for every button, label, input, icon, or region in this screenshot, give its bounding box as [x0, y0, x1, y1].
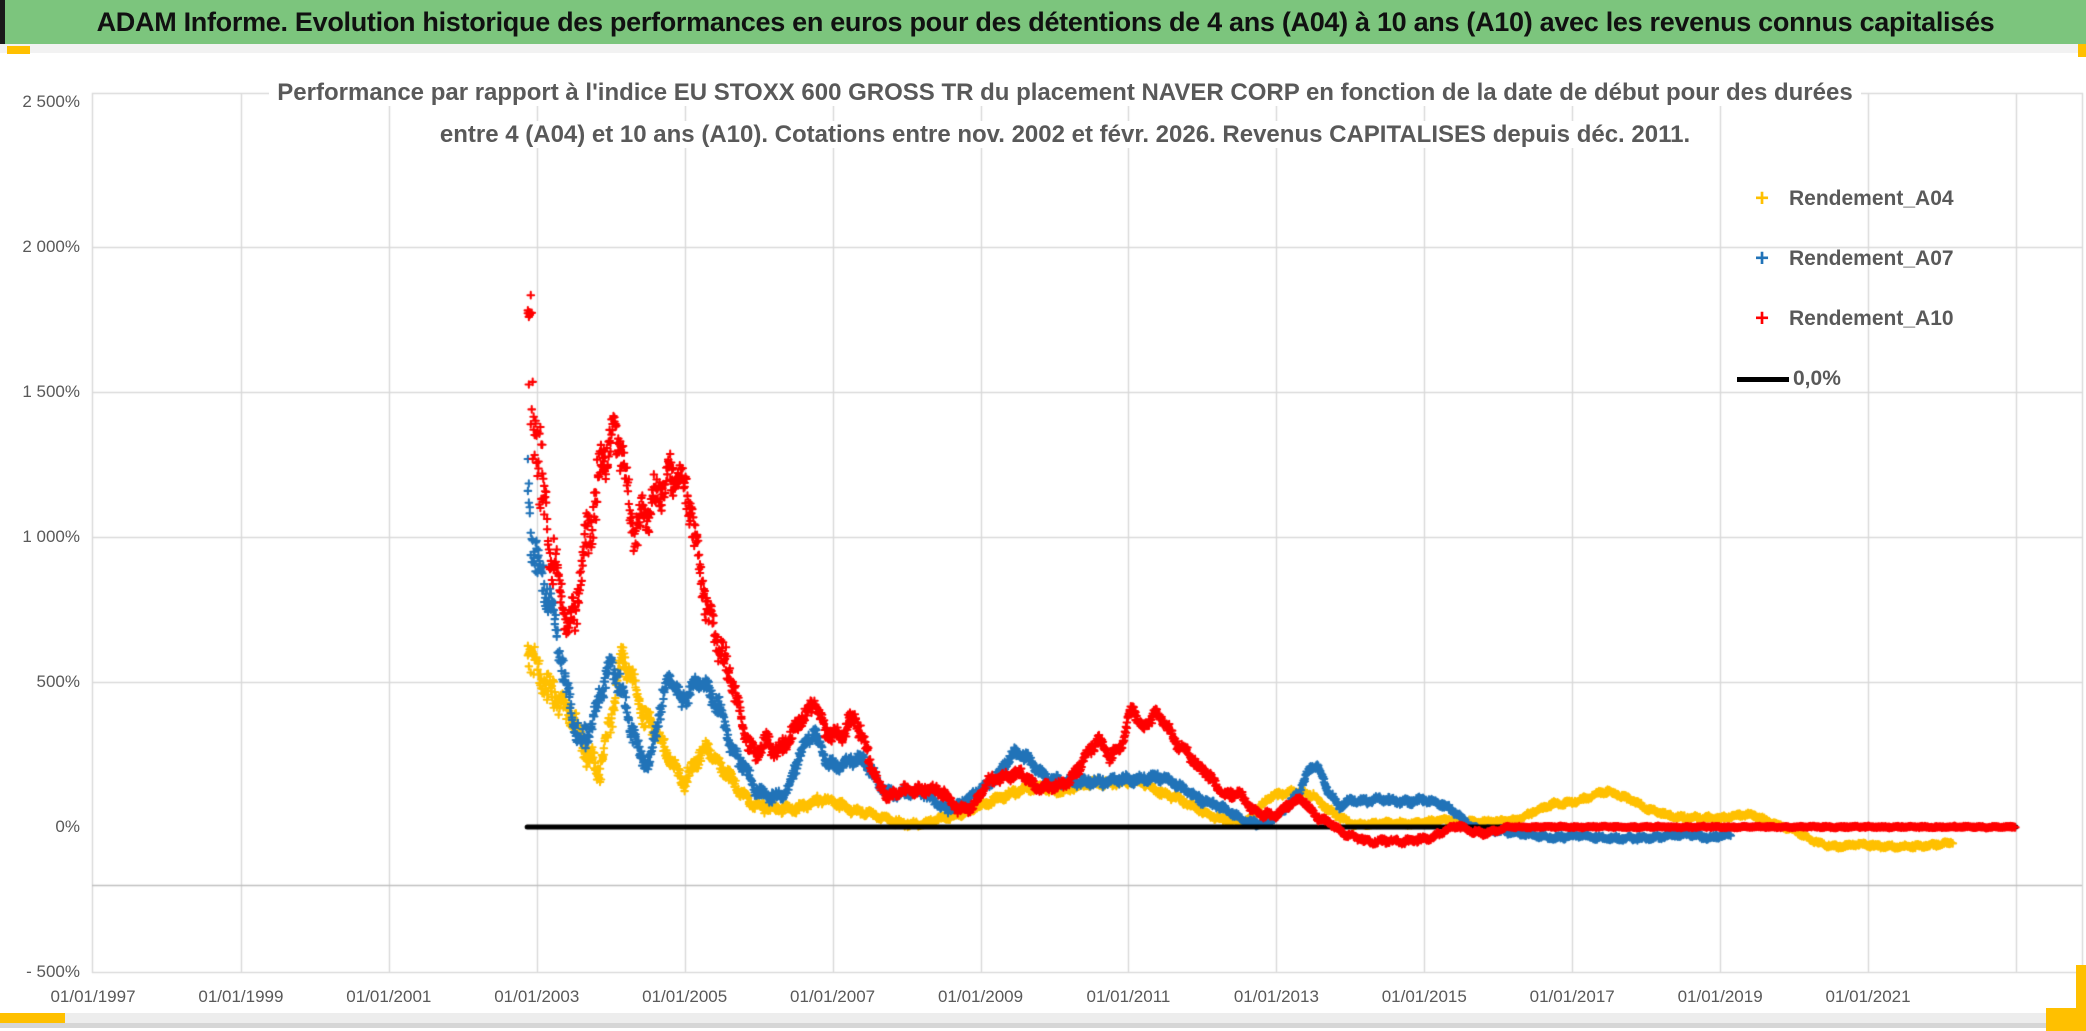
legend-item-rendement-a07[interactable]: + Rendement_A07: [1735, 245, 2035, 273]
zero-line-swatch-icon: [1737, 376, 1789, 382]
plus-marker-icon: +: [1754, 185, 1769, 212]
gold-accent-bottom-left: [0, 1013, 65, 1023]
bottom-scrollbar-strip[interactable]: [0, 1013, 2086, 1023]
chart-title: Performance par rapport à l'indice EU ST…: [92, 72, 2038, 156]
legend-label: Rendement_A10: [1789, 307, 1954, 330]
legend-label: 0,0%: [1793, 367, 1841, 390]
gold-accent-bottom-right: [2046, 1008, 2086, 1031]
legend-item-rendement-a04[interactable]: + Rendement_A04: [1735, 185, 2035, 213]
plus-marker-icon: +: [1754, 305, 1769, 332]
legend-label: Rendement_A04: [1789, 187, 1954, 210]
legend-item-zero-line[interactable]: 0,0%: [1735, 365, 2035, 393]
plus-marker-icon: +: [1754, 245, 1769, 272]
legend-item-rendement-a10[interactable]: + Rendement_A10: [1735, 305, 2035, 333]
gold-accent-right-bar: [2076, 965, 2086, 1031]
chart-title-line1: Performance par rapport à l'indice EU ST…: [269, 79, 1861, 106]
legend-label: Rendement_A07: [1789, 247, 1954, 270]
bottom-edge-strip: [0, 1023, 2086, 1028]
chart-title-line2: entre 4 (A04) et 10 ans (A10). Cotations…: [431, 121, 1699, 148]
legend: + Rendement_A04 + Rendement_A07 + Rendem…: [1735, 185, 2035, 393]
